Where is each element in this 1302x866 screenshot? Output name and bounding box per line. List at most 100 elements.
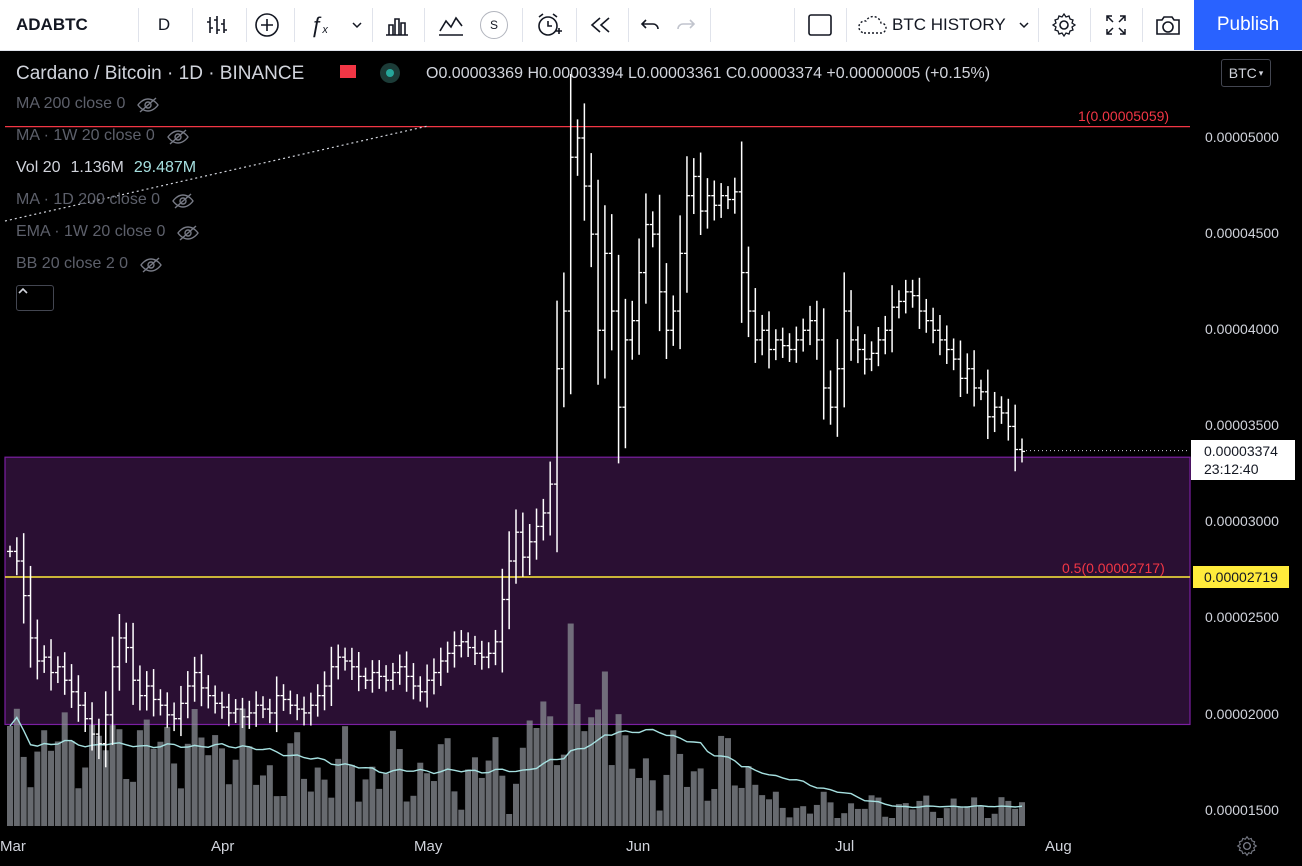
s-button[interactable]: S bbox=[478, 0, 510, 50]
fullscreen-icon[interactable] bbox=[1100, 0, 1132, 50]
volume-bar bbox=[567, 623, 574, 826]
ohlc-values: O0.00003369 H0.00003394 L0.00003361 C0.0… bbox=[426, 65, 990, 83]
indicator-ma-1w[interactable]: MA · 1W 20 close 0 bbox=[16, 127, 189, 145]
volume-bar bbox=[383, 773, 390, 826]
volume-bar bbox=[232, 759, 239, 826]
eye-off-icon[interactable] bbox=[177, 225, 200, 241]
chevron-up-icon bbox=[18, 287, 28, 294]
volume-bar bbox=[984, 818, 991, 826]
volume-bar bbox=[130, 781, 137, 826]
indicator-label: MA 200 close 0 bbox=[16, 95, 126, 112]
indicator-ma200[interactable]: MA 200 close 0 bbox=[16, 95, 160, 113]
volume-bar bbox=[123, 778, 130, 826]
eye-off-icon[interactable] bbox=[172, 193, 194, 209]
volume-bar bbox=[218, 748, 225, 826]
volume-bar bbox=[54, 741, 61, 826]
time-tick: May bbox=[414, 838, 443, 855]
symbol-search[interactable]: ADABTC bbox=[16, 15, 88, 34]
volume-bar bbox=[813, 804, 820, 826]
square-icon[interactable] bbox=[804, 0, 836, 50]
volume-bar bbox=[895, 804, 902, 826]
volume-bar bbox=[936, 818, 943, 826]
gear-icon[interactable] bbox=[1048, 0, 1080, 50]
volume-bar bbox=[34, 751, 41, 826]
volume-bar bbox=[889, 818, 896, 826]
indicator-vol[interactable]: Vol 20 1.136M 29.487M bbox=[16, 159, 196, 177]
eye-off-icon[interactable] bbox=[166, 129, 189, 145]
volume-bar bbox=[499, 775, 506, 826]
volume-bar bbox=[506, 814, 513, 826]
volume-bar bbox=[800, 806, 807, 826]
volume-bar bbox=[560, 754, 567, 826]
volume-bar bbox=[355, 801, 362, 826]
layout-name-button[interactable]: BTC HISTORY bbox=[856, 0, 1030, 50]
eye-off-icon[interactable] bbox=[137, 97, 160, 113]
rewind-icon[interactable] bbox=[586, 0, 616, 50]
toolbar-divider bbox=[1142, 8, 1143, 42]
indicator-label: MA · 1W 20 close 0 bbox=[16, 127, 155, 144]
volume-bar bbox=[328, 797, 335, 826]
price-tick: 0.00004500 bbox=[1205, 225, 1279, 241]
price-tick: 0.00002500 bbox=[1205, 609, 1279, 625]
volume-bar bbox=[601, 671, 608, 826]
line-chart-icon[interactable] bbox=[434, 0, 468, 50]
volume-bar bbox=[444, 738, 451, 826]
redo-icon[interactable] bbox=[672, 0, 700, 50]
volume-bar bbox=[663, 774, 670, 826]
volume-bar bbox=[615, 714, 622, 826]
ohlc-open: O0.00003369 bbox=[426, 65, 523, 82]
volume-bar bbox=[478, 777, 485, 826]
time-tick: Apr bbox=[211, 838, 235, 855]
toolbar-divider bbox=[794, 8, 795, 42]
bar-countdown: 23:12:40 bbox=[1204, 461, 1259, 477]
camera-icon[interactable] bbox=[1152, 0, 1184, 50]
volume-bar bbox=[225, 784, 232, 826]
volume-bar bbox=[807, 813, 814, 826]
indicator-ma-1d[interactable]: MA · 1D 200 close 0 bbox=[16, 191, 194, 209]
toolbar-divider bbox=[192, 8, 193, 42]
collapse-legend-button[interactable] bbox=[16, 285, 54, 311]
volume-bar bbox=[636, 777, 643, 826]
volume-bar bbox=[533, 727, 540, 826]
undo-icon[interactable] bbox=[636, 0, 664, 50]
fib-level-05-label: 0.5(0.00002717) bbox=[1062, 560, 1165, 576]
alarm-clock-icon[interactable] bbox=[532, 0, 566, 50]
volume-bar bbox=[191, 709, 198, 826]
volume-bar bbox=[280, 796, 287, 826]
volume-bar bbox=[998, 797, 1005, 826]
price-chart[interactable] bbox=[0, 51, 1302, 866]
indicator-label: EMA · 1W 20 close 0 bbox=[16, 223, 166, 240]
vol-value: 1.136M bbox=[70, 159, 124, 176]
volume-bar bbox=[690, 771, 697, 826]
volume-bar bbox=[752, 784, 759, 826]
volume-bar bbox=[574, 703, 581, 826]
volume-bar bbox=[89, 724, 96, 826]
volume-bar bbox=[827, 802, 834, 826]
volume-bar bbox=[116, 729, 123, 826]
publish-button[interactable]: Publish bbox=[1194, 0, 1302, 50]
chevron-down-icon[interactable] bbox=[346, 0, 368, 50]
volume-bar bbox=[909, 809, 916, 826]
interval-button[interactable]: D bbox=[157, 15, 171, 34]
eye-off-icon[interactable] bbox=[140, 257, 162, 273]
toolbar-divider bbox=[294, 8, 295, 42]
volume-bar bbox=[977, 806, 984, 826]
volume-bar bbox=[595, 709, 602, 826]
fib-price-label: 0.00002719 bbox=[1193, 566, 1289, 588]
volume-bar bbox=[513, 783, 519, 826]
volume-bar bbox=[554, 765, 561, 826]
currency-selector[interactable]: BTC ▾ bbox=[1221, 59, 1271, 87]
volume-bar bbox=[82, 767, 89, 826]
flag-icon[interactable] bbox=[340, 65, 356, 78]
plus-circle-icon[interactable] bbox=[252, 0, 282, 50]
toolbar-divider bbox=[246, 8, 247, 42]
indicator-ema[interactable]: EMA · 1W 20 close 0 bbox=[16, 223, 200, 241]
volume-bar bbox=[314, 767, 321, 826]
indicator-bb[interactable]: BB 20 close 2 0 bbox=[16, 255, 162, 273]
bar-style-icon[interactable] bbox=[200, 0, 234, 50]
chart-area[interactable]: Cardano / Bitcoin · 1D · BINANCE O0.0000… bbox=[0, 51, 1302, 866]
bar-chart-icon[interactable] bbox=[380, 0, 414, 50]
volume-bar bbox=[246, 746, 253, 826]
volume-bar bbox=[437, 744, 444, 826]
